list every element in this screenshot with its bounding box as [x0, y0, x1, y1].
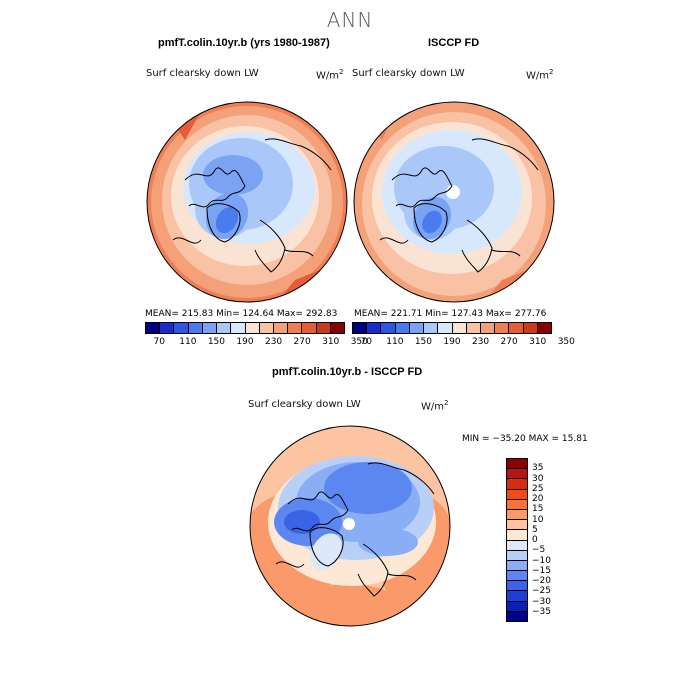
- colorbar-tick-label: 70: [153, 337, 166, 347]
- colorbar-swatch: [231, 323, 246, 333]
- colorbar-swatch: [330, 323, 345, 333]
- colorbar-swatch: [316, 323, 331, 333]
- model-colorbar-ticks: 70 110 150 190 230 270 310 350: [145, 337, 368, 349]
- obs-colorbar: [352, 322, 552, 334]
- model-units: W/m2: [316, 68, 344, 82]
- diff-units: W/m2: [421, 399, 449, 413]
- colorbar-swatch: [495, 323, 510, 333]
- colorbar-swatch: [188, 323, 203, 333]
- colorbar-tick-label: 150: [207, 337, 226, 347]
- colorbar-swatch: [452, 323, 467, 333]
- colorbar-swatch: [273, 323, 289, 333]
- colorbar-tick-label: 25: [532, 483, 544, 494]
- colorbar-swatch: [160, 323, 175, 333]
- colorbar-swatch: [507, 540, 527, 551]
- diff-colorbar: [506, 458, 528, 622]
- colorbar-tick-label: 110: [386, 337, 404, 347]
- colorbar-swatch: [507, 459, 527, 470]
- colorbar-swatch: [395, 323, 410, 333]
- colorbar-tick-label: 30: [532, 473, 544, 484]
- colorbar-tick-label: 310: [322, 337, 340, 347]
- diff-panel-title: pmfT.colin.10yr.b - ISCCP FD: [272, 366, 423, 378]
- colorbar-swatch: [146, 323, 161, 333]
- colorbar-tick-label: 350: [350, 337, 368, 347]
- obs-field-label: Surf clearsky down LW: [352, 68, 465, 79]
- colorbar-swatch: [507, 499, 527, 510]
- colorbar-swatch: [509, 323, 524, 333]
- colorbar-swatch: [507, 601, 527, 612]
- colorbar-tick-label: 270: [500, 337, 518, 347]
- colorbar-tick-label: 190: [236, 337, 254, 347]
- diff-stats: MIN = −35.20 MAX = 15.81: [462, 434, 588, 444]
- obs-polar-map: [353, 101, 555, 303]
- colorbar-tick-label: 110: [179, 337, 197, 347]
- colorbar-swatch: [507, 550, 527, 561]
- obs-units: W/m2: [526, 68, 554, 82]
- colorbar-tick-label: 10: [532, 514, 544, 525]
- colorbar-tick-label: 15: [532, 504, 544, 515]
- colorbar-tick-label: 20: [532, 494, 544, 504]
- colorbar-swatch: [302, 323, 317, 333]
- model-polar-map: [146, 101, 348, 303]
- colorbar-tick-label: −15: [532, 565, 551, 576]
- colorbar-tick-label: 70: [360, 337, 373, 347]
- colorbar-swatch: [537, 323, 552, 333]
- colorbar-swatch: [259, 323, 274, 333]
- colorbar-swatch: [245, 323, 260, 333]
- model-stats: MEAN= 215.83 Min= 124.64 Max= 292.83: [145, 309, 338, 319]
- colorbar-swatch: [507, 469, 527, 480]
- colorbar-swatch: [507, 560, 527, 572]
- colorbar-swatch: [438, 323, 453, 333]
- colorbar-swatch: [217, 323, 232, 333]
- colorbar-tick-label: −25: [532, 586, 551, 597]
- colorbar-swatch: [507, 509, 527, 521]
- colorbar-swatch: [507, 611, 527, 621]
- colorbar-swatch: [202, 323, 218, 333]
- colorbar-tick-label: 0: [532, 535, 538, 545]
- colorbar-tick-label: 35: [532, 463, 544, 474]
- colorbar-swatch: [424, 323, 439, 333]
- colorbar-swatch: [466, 323, 481, 333]
- main-title: ANN: [326, 8, 374, 32]
- diff-colorbar-ticks: 35 30 25 20 15 10 5 0 −5 −10 −15 −20 −25 −30 −35: [532, 458, 572, 622]
- model-colorbar: [145, 322, 345, 334]
- colorbar-swatch: [353, 323, 368, 333]
- colorbar-tick-label: 230: [264, 337, 283, 347]
- colorbar-swatch: [381, 323, 396, 333]
- obs-panel-title: ISCCP FD: [428, 37, 480, 49]
- colorbar-tick-label: −35: [532, 606, 551, 617]
- model-panel-title: pmfT.colin.10yr.b (yrs 1980-1987): [158, 37, 330, 49]
- diff-field-label: Surf clearsky down LW: [248, 399, 361, 410]
- colorbar-tick-label: 270: [293, 337, 311, 347]
- colorbar-swatch: [507, 571, 527, 582]
- colorbar-swatch: [409, 323, 425, 333]
- model-field-label: Surf clearsky down LW: [146, 68, 259, 79]
- colorbar-swatch: [507, 581, 527, 592]
- colorbar-swatch: [367, 323, 382, 333]
- colorbar-tick-label: 350: [557, 337, 575, 347]
- colorbar-tick-label: 230: [471, 337, 490, 347]
- colorbar-tick-label: 150: [414, 337, 433, 347]
- colorbar-tick-label: −30: [532, 596, 551, 607]
- colorbar-tick-label: −5: [532, 545, 546, 556]
- colorbar-swatch: [480, 323, 496, 333]
- colorbar-swatch: [507, 479, 527, 490]
- obs-colorbar-ticks: 70 110 150 190 230 270 310 350: [352, 337, 575, 349]
- colorbar-swatch: [507, 591, 527, 602]
- colorbar-swatch: [288, 323, 303, 333]
- colorbar-tick-label: 5: [532, 524, 538, 535]
- colorbar-tick-label: 190: [443, 337, 461, 347]
- obs-stats: MEAN= 221.71 Min= 127.43 Max= 277.76: [354, 309, 547, 319]
- colorbar-tick-label: −10: [532, 555, 551, 566]
- colorbar-swatch: [174, 323, 189, 333]
- colorbar-swatch: [507, 520, 527, 531]
- colorbar-swatch: [507, 530, 527, 541]
- colorbar-swatch: [507, 489, 527, 500]
- colorbar-tick-label: 310: [529, 337, 547, 347]
- colorbar-tick-label: −20: [532, 576, 551, 586]
- colorbar-swatch: [523, 323, 538, 333]
- diff-polar-map: [249, 425, 451, 627]
